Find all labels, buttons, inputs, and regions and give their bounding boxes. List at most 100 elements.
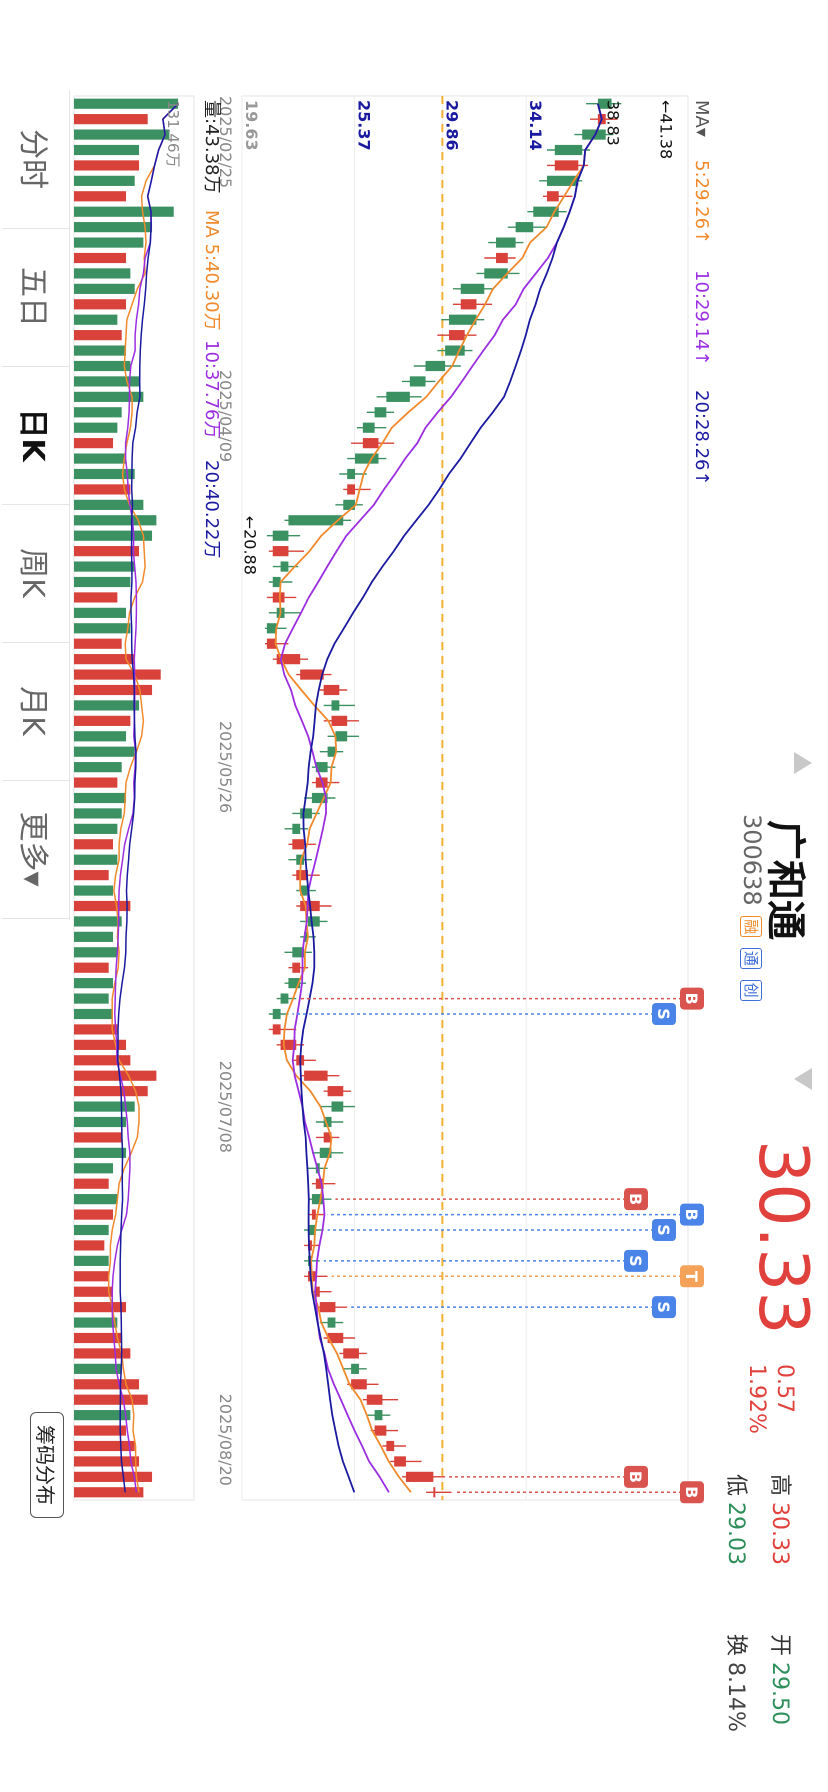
candle-body <box>362 422 375 433</box>
candle-body <box>515 222 534 233</box>
candle-body <box>449 330 465 341</box>
volume-bar <box>74 654 135 665</box>
trade-marker-badge <box>652 1003 676 1025</box>
volume-bar <box>74 561 135 572</box>
volume-bar <box>73 252 127 264</box>
min-price-marker: ←20.88 <box>240 516 259 575</box>
volume-bar <box>73 438 114 449</box>
candle-body <box>386 1440 395 1452</box>
volume-bar <box>73 1024 118 1035</box>
candle-body <box>315 762 328 773</box>
candle-body <box>351 1379 367 1390</box>
trade-marker-badge <box>624 1465 648 1488</box>
volume-bar <box>74 916 122 927</box>
volume-bar <box>74 283 135 294</box>
volume-bar <box>73 731 127 742</box>
volume-bar <box>74 808 122 819</box>
candle-body <box>351 1363 359 1374</box>
trade-marker-badge <box>624 1188 648 1211</box>
volume-bar <box>73 1425 127 1436</box>
candle-body <box>374 1410 383 1421</box>
volume-bar <box>73 191 127 202</box>
candle-body <box>343 499 356 510</box>
volume-ma10-legend: 10:37.76万 <box>201 340 222 439</box>
candle-body <box>582 129 606 140</box>
candle-body <box>292 823 301 834</box>
candle-body <box>496 237 516 248</box>
down-arrow-icon[interactable] <box>788 1066 814 1092</box>
volume-bar <box>74 1471 153 1482</box>
volume-bar <box>73 1116 127 1128</box>
volume-bar <box>73 237 144 248</box>
volume-bar <box>73 715 131 726</box>
trade-marker-badge <box>652 1219 676 1241</box>
candle-body <box>331 700 340 711</box>
tab-more[interactable]: 更多▾ <box>2 780 70 919</box>
candle-body <box>327 1332 344 1344</box>
volume-ma20-legend: 20:40.22万 <box>201 460 222 559</box>
candle-body <box>366 1394 383 1405</box>
tab-five-day[interactable]: 五日 <box>2 228 70 367</box>
volume-bar <box>74 468 135 480</box>
volume-bar <box>74 175 135 186</box>
candle-body <box>331 715 348 726</box>
volume-bar <box>73 592 118 603</box>
trade-marker-badge <box>680 1481 704 1504</box>
volume-bar <box>73 931 114 942</box>
ma20-line <box>299 103 603 1493</box>
candle-body <box>304 1070 328 1081</box>
volume-bar <box>73 823 118 834</box>
volume-bar <box>74 160 140 171</box>
tab-monthly-k[interactable]: 月K <box>2 642 70 781</box>
volume-bar <box>74 1394 148 1405</box>
up-arrow-icon[interactable] <box>788 750 814 776</box>
candle-body <box>272 1008 281 1020</box>
candle-body <box>292 947 305 958</box>
volume-bar <box>74 1101 135 1112</box>
volume-bar <box>73 422 118 433</box>
volume-ma5-line <box>107 103 179 1493</box>
volume-bar <box>74 330 122 341</box>
trade-marker-letter: S <box>654 1008 673 1020</box>
volume-bar <box>73 391 144 402</box>
candle-body <box>335 731 348 742</box>
x-tick-label: 2025/07/08 <box>216 1061 235 1153</box>
volume-bar <box>73 1286 114 1297</box>
candle-body <box>292 839 305 850</box>
volume-bar <box>74 684 153 696</box>
volume-bar <box>74 746 135 757</box>
candle-body <box>546 175 579 186</box>
volume-bar <box>73 345 127 356</box>
volume-bar <box>73 792 127 804</box>
candle-body <box>266 638 277 649</box>
trade-marker-letter: B <box>682 1208 701 1220</box>
x-tick-label: 2025/05/26 <box>216 721 235 813</box>
volume-bar <box>74 144 140 156</box>
volume-bar <box>74 1224 109 1236</box>
candle-body <box>343 1348 359 1359</box>
volume-bar <box>73 947 118 958</box>
candle-body <box>272 530 289 541</box>
volume-bar <box>73 1487 144 1498</box>
tab-daily-k[interactable]: 日K <box>2 366 70 505</box>
candle-body <box>266 623 277 634</box>
tab-intraday[interactable]: 分时 <box>2 90 70 229</box>
close-price-marker: 38.83 <box>604 100 623 146</box>
volume-bar <box>74 129 170 140</box>
trade-marker-badge <box>680 1265 704 1288</box>
chip-distribution-button[interactable]: 筹码分布 <box>30 1412 64 1518</box>
volume-bar <box>74 1379 140 1390</box>
volume-bar <box>73 978 114 989</box>
volume-bar <box>73 854 118 865</box>
candle-body <box>449 314 477 325</box>
trade-marker-badge <box>652 1296 676 1319</box>
volume-bar <box>73 1209 114 1220</box>
tab-weekly-k[interactable]: 周K <box>2 504 70 643</box>
volume-bar <box>74 114 148 125</box>
candle-body <box>272 1024 281 1035</box>
volume-bar <box>74 700 140 711</box>
candle-body <box>554 160 579 171</box>
volume-bar <box>74 1240 105 1251</box>
